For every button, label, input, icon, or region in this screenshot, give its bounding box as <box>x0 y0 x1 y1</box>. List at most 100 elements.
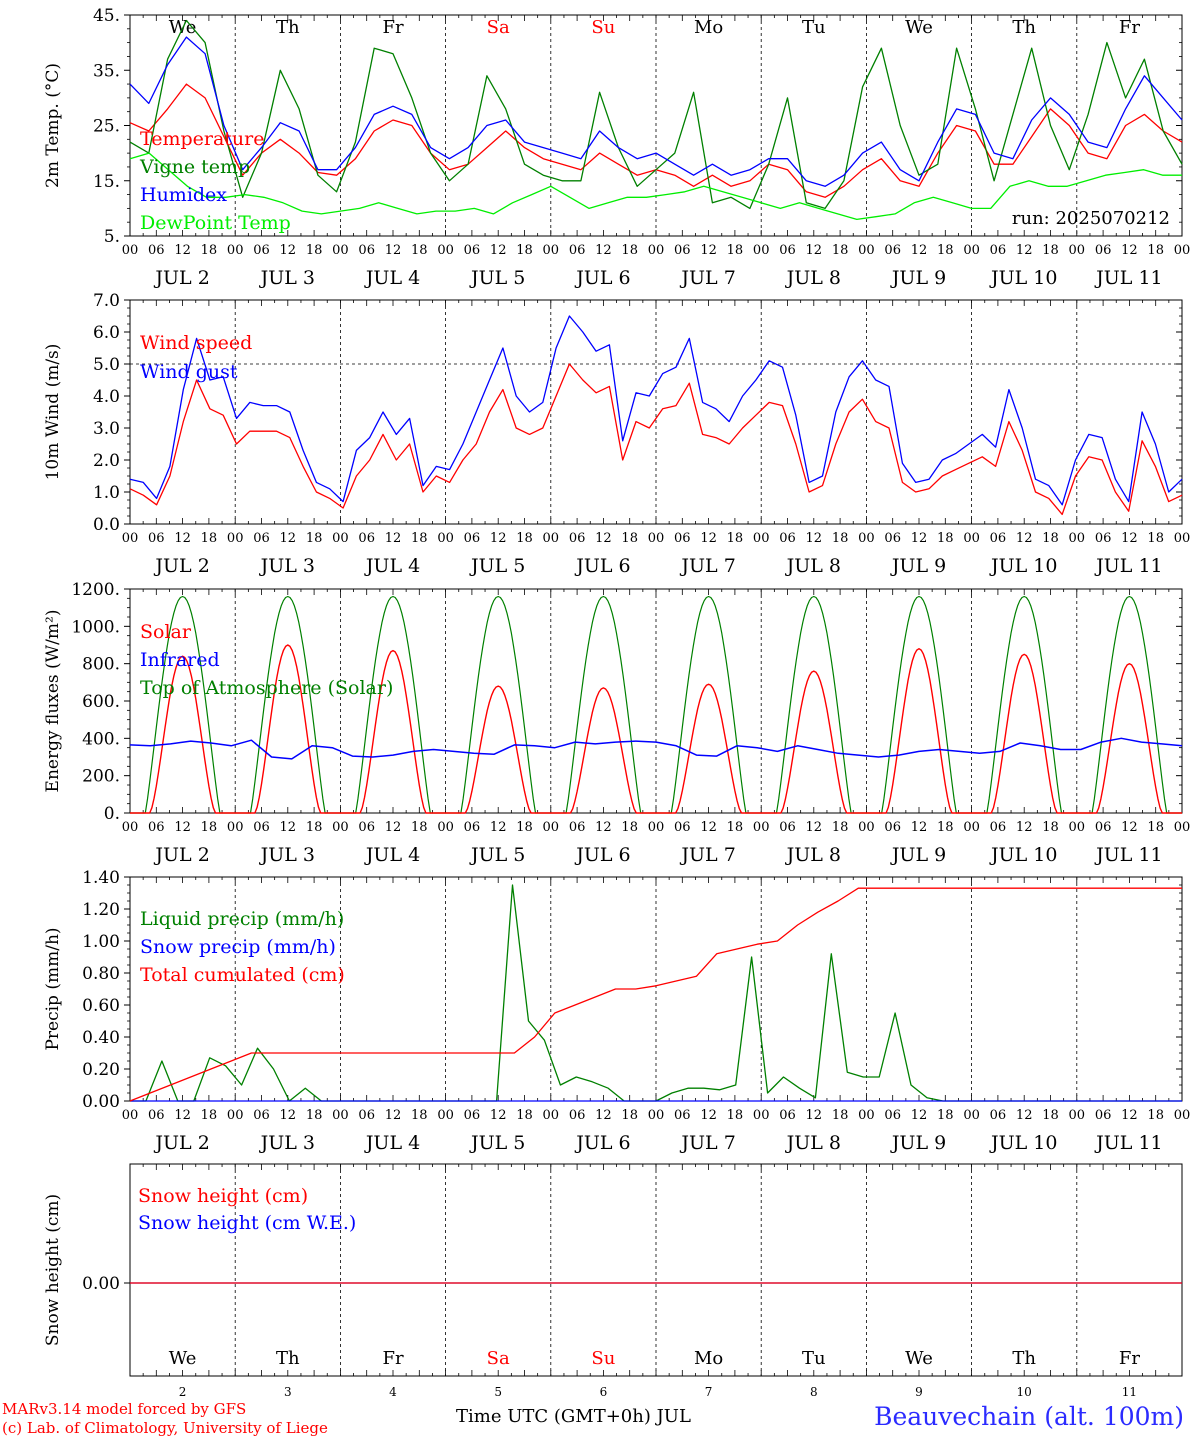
hour-label: 18 <box>516 531 533 546</box>
hour-label: 18 <box>1042 820 1059 835</box>
date-label: JUL 4 <box>364 555 420 577</box>
hour-label: 12 <box>1121 1108 1138 1123</box>
hour-label: 18 <box>201 243 218 258</box>
day-of-week-label: Fr <box>1119 1348 1140 1369</box>
hour-label: 00 <box>963 1108 980 1123</box>
hour-label: 12 <box>1016 1108 1033 1123</box>
hour-label: 00 <box>543 820 560 835</box>
hour-label: 12 <box>806 1108 823 1123</box>
hour-label: 12 <box>595 531 612 546</box>
date-label: JUL 8 <box>785 1132 841 1154</box>
hour-label: 06 <box>884 1108 901 1123</box>
y-tick-label: 0.00 <box>82 1092 120 1112</box>
hour-label: 00 <box>1174 820 1191 835</box>
day-of-week-label: Th <box>1012 17 1036 38</box>
legend-entry: Top of Atmosphere (Solar) <box>140 677 393 699</box>
hour-label: 18 <box>1147 1108 1164 1123</box>
hour-label: 18 <box>411 1108 428 1123</box>
day-of-week-label: Th <box>1012 1348 1036 1369</box>
hour-label: 06 <box>990 1108 1007 1123</box>
day-of-week-label: Sa <box>487 17 510 38</box>
hour-label: 06 <box>1095 243 1112 258</box>
hour-label: 12 <box>490 1108 507 1123</box>
y-tick-label: 15. <box>93 172 120 192</box>
hour-label: 12 <box>700 1108 717 1123</box>
hour-label: 12 <box>1016 820 1033 835</box>
series-dewpoint-temp <box>129 152 1182 221</box>
hour-label: 00 <box>122 820 139 835</box>
y-axis-title: Snow height (cm) <box>43 1194 63 1346</box>
date-number: 7 <box>705 1385 713 1399</box>
date-label: JUL 8 <box>785 555 841 577</box>
plot-frame-wind <box>129 299 1183 525</box>
y-tick-label: 0.80 <box>82 964 120 984</box>
hour-label: 06 <box>990 243 1007 258</box>
hour-label: 00 <box>858 820 875 835</box>
date-number: 3 <box>284 1385 292 1399</box>
hour-label: 12 <box>280 243 297 258</box>
legend-entry: Liquid precip (mm/h) <box>140 908 344 930</box>
date-label: JUL 9 <box>890 555 946 577</box>
series-vigne-temp <box>129 19 1183 210</box>
y-tick-label: 4.0 <box>93 387 120 407</box>
run-annotation: run: 2025070212 <box>1012 208 1170 229</box>
hour-label: 00 <box>963 243 980 258</box>
hour-label: 06 <box>779 531 796 546</box>
day-of-week-label: Tu <box>802 17 826 38</box>
day-of-week-label: Mo <box>694 1348 723 1369</box>
hour-label: 12 <box>806 820 823 835</box>
hour-label: 12 <box>490 531 507 546</box>
hour-label: 12 <box>280 820 297 835</box>
hour-label: 12 <box>911 243 928 258</box>
hour-label: 12 <box>280 531 297 546</box>
hour-label: 06 <box>779 820 796 835</box>
y-tick-label: 6.0 <box>93 323 120 343</box>
hour-label: 18 <box>201 531 218 546</box>
y-tick-label: 600. <box>82 692 120 712</box>
legend-entry: Snow height (cm) <box>138 1185 308 1207</box>
y-tick-label: 3.0 <box>93 419 120 439</box>
y-tick-label: 2.0 <box>93 451 120 471</box>
hour-label: 00 <box>858 531 875 546</box>
date-label: JUL 11 <box>1094 555 1162 577</box>
date-label: JUL 10 <box>989 555 1057 577</box>
date-number: 2 <box>179 1385 187 1399</box>
hour-label: 18 <box>1147 820 1164 835</box>
hour-label: 06 <box>1095 1108 1112 1123</box>
day-of-week-label: Fr <box>1119 17 1140 38</box>
day-of-week-label: We <box>169 1348 197 1369</box>
hour-label: 06 <box>253 243 270 258</box>
date-label: JUL 6 <box>574 844 630 866</box>
date-label: JUL 6 <box>574 1132 630 1154</box>
hour-label: 06 <box>358 243 375 258</box>
hour-label: 06 <box>779 1108 796 1123</box>
hour-label: 12 <box>700 820 717 835</box>
hour-label: 00 <box>122 531 139 546</box>
y-tick-label: 5.0 <box>93 355 120 375</box>
hour-label: 06 <box>148 1108 165 1123</box>
hour-label: 06 <box>1095 820 1112 835</box>
hour-label: 06 <box>464 531 481 546</box>
legend-entry: Snow precip (mm/h) <box>140 936 336 958</box>
hour-label: 00 <box>963 820 980 835</box>
date-label: JUL 5 <box>469 555 525 577</box>
date-label: JUL 5 <box>469 1132 525 1154</box>
hour-label: 18 <box>306 243 323 258</box>
date-label: JUL 10 <box>989 1132 1057 1154</box>
hour-label: 12 <box>806 531 823 546</box>
day-of-week-label: We <box>905 17 933 38</box>
hour-label: 00 <box>1069 820 1086 835</box>
series-wind-speed <box>129 363 1183 516</box>
hour-label: 06 <box>990 531 1007 546</box>
hour-label: 06 <box>253 820 270 835</box>
hour-label: 12 <box>490 820 507 835</box>
hour-label: 06 <box>884 243 901 258</box>
date-label: JUL 10 <box>989 844 1057 866</box>
y-axis-title: Precip (mm/h) <box>43 927 63 1050</box>
hour-label: 12 <box>700 531 717 546</box>
hour-label: 00 <box>437 1108 454 1123</box>
hour-label: 00 <box>858 243 875 258</box>
y-tick-label: 1.0 <box>93 483 120 503</box>
date-label: JUL 8 <box>785 844 841 866</box>
hour-label: 00 <box>543 531 560 546</box>
